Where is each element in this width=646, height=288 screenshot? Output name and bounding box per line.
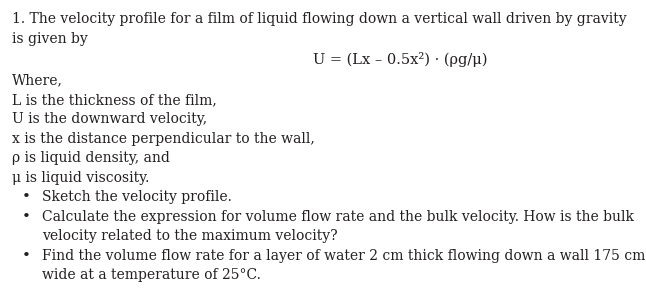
Text: •: • — [22, 210, 31, 224]
Text: L is the thickness of the film,: L is the thickness of the film, — [12, 93, 217, 107]
Text: Calculate the expression for volume flow rate and the bulk velocity. How is the : Calculate the expression for volume flow… — [42, 210, 634, 224]
Text: Find the volume flow rate for a layer of water 2 cm thick flowing down a wall 17: Find the volume flow rate for a layer of… — [42, 249, 645, 263]
Text: Where,: Where, — [12, 73, 63, 88]
Text: U = (Lx – 0.5x²) · (ρg/μ): U = (Lx – 0.5x²) · (ρg/μ) — [313, 52, 488, 67]
Text: wide at a temperature of 25°C.: wide at a temperature of 25°C. — [42, 268, 261, 283]
Text: μ is liquid viscosity.: μ is liquid viscosity. — [12, 171, 149, 185]
Text: ρ is liquid density, and: ρ is liquid density, and — [12, 151, 170, 165]
Text: 1. The velocity profile for a film of liquid flowing down a vertical wall driven: 1. The velocity profile for a film of li… — [12, 12, 627, 26]
Text: is given by: is given by — [12, 31, 88, 46]
Text: Sketch the velocity profile.: Sketch the velocity profile. — [42, 190, 232, 204]
Text: •: • — [22, 249, 31, 263]
Text: velocity related to the maximum velocity?: velocity related to the maximum velocity… — [42, 230, 338, 243]
Text: •: • — [22, 190, 31, 204]
Text: x is the distance perpendicular to the wall,: x is the distance perpendicular to the w… — [12, 132, 315, 146]
Text: U is the downward velocity,: U is the downward velocity, — [12, 112, 207, 126]
